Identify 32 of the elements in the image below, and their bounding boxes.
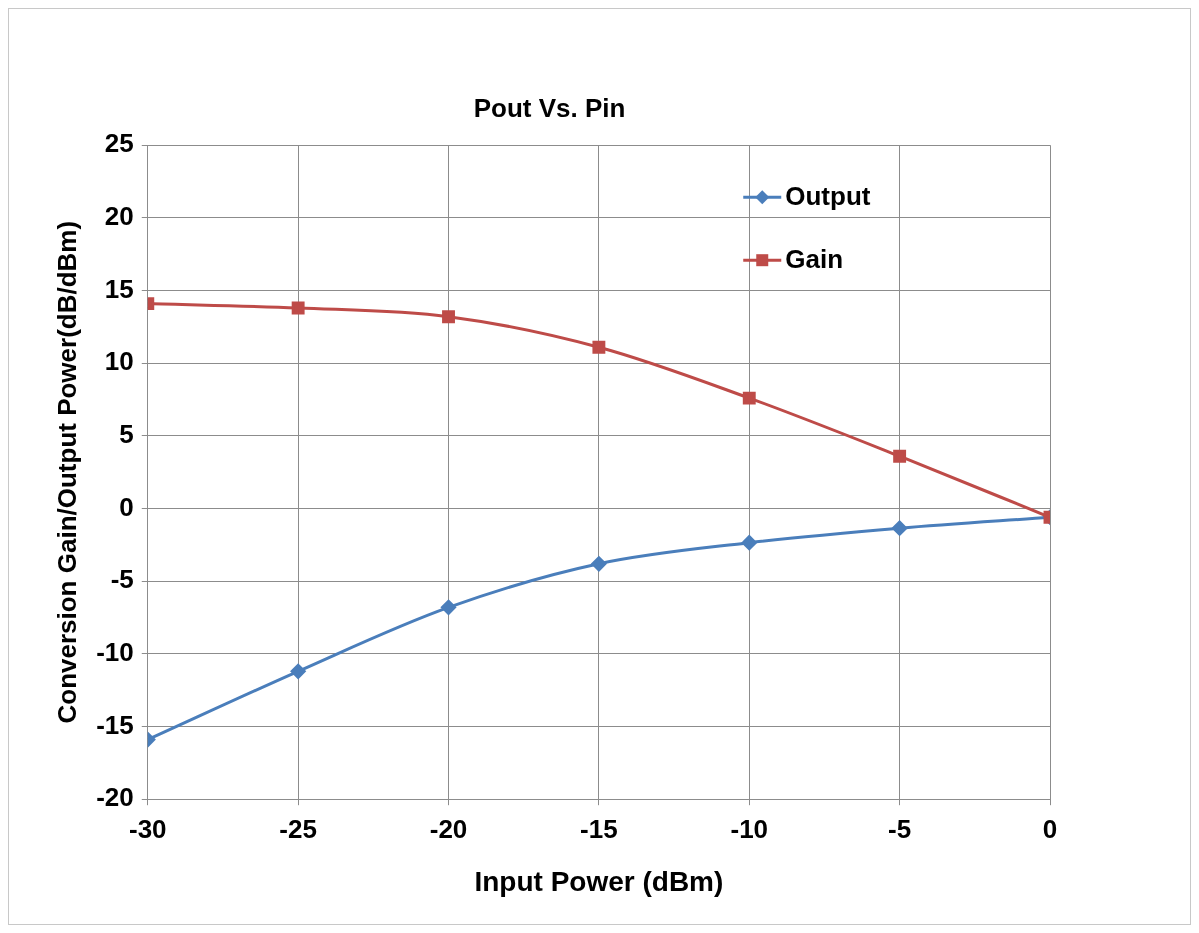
y-tick-label: -15: [96, 709, 134, 740]
legend-label: Output: [785, 181, 871, 212]
point: [893, 449, 907, 463]
x-tick-label: -25: [279, 813, 317, 844]
y-tick-label: 5: [119, 419, 134, 450]
x-tick-label: -10: [730, 813, 769, 844]
x-tick-label: -20: [429, 813, 468, 844]
point: [442, 310, 455, 324]
y-tick-label: -20: [96, 782, 134, 813]
y-tick-label: 0: [119, 491, 134, 522]
x-tick-label: -15: [580, 813, 618, 844]
point: [291, 301, 305, 315]
y-tick-label: 20: [104, 201, 134, 232]
point: [592, 340, 606, 354]
y-axis-title: Conversion Gain/Output Power(dB/dBm): [51, 220, 82, 724]
point: [742, 391, 756, 405]
x-tick-label: -30: [128, 813, 167, 844]
point: [741, 535, 757, 551]
y-tick-label: 10: [104, 346, 134, 377]
point: [591, 556, 607, 572]
x-tick-label: -5: [888, 813, 912, 844]
point: [290, 663, 306, 679]
chart-title: Pout Vs. Pin: [473, 92, 626, 123]
point: [892, 520, 908, 536]
y-tick-label: 25: [104, 128, 134, 159]
x-axis-title: Input Power (dBm): [474, 865, 724, 897]
y-tick-label: -10: [96, 637, 134, 668]
y-tick-label: 15: [104, 273, 134, 304]
point: [441, 599, 457, 615]
legend-label: Gain: [785, 244, 844, 275]
y-tick-label: -5: [110, 564, 134, 595]
x-tick-label: 0: [1042, 813, 1058, 844]
